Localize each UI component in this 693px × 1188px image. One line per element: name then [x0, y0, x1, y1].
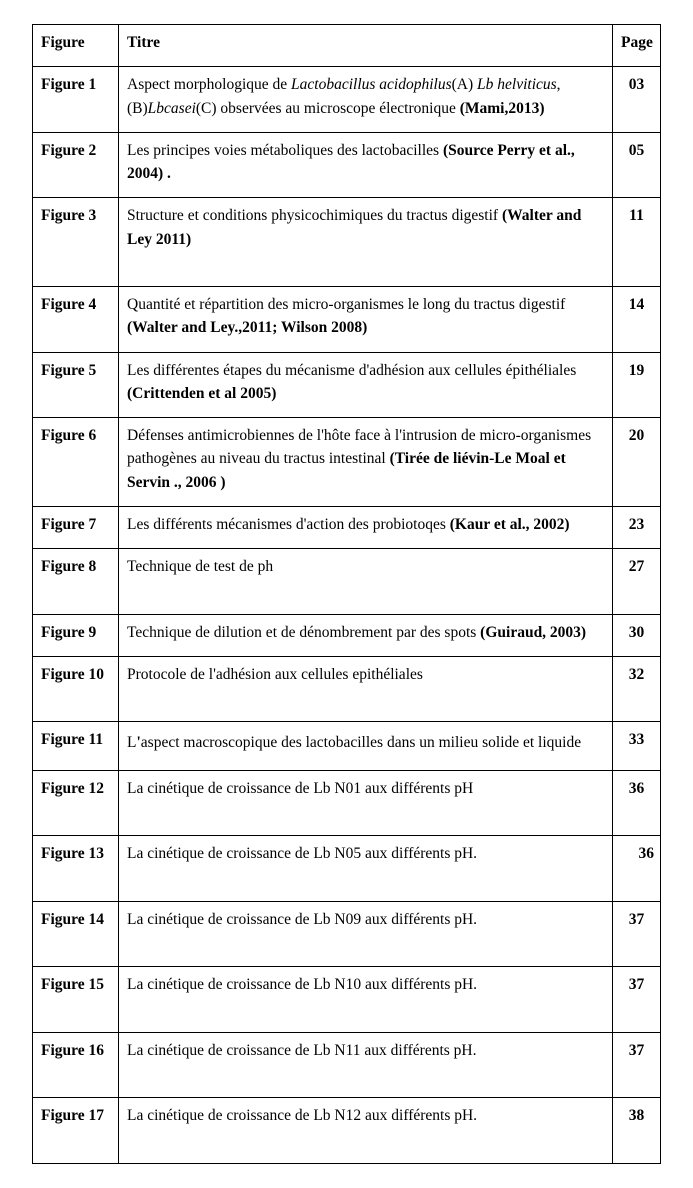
table-row: Figure 5 Les différentes étapes du mécan… [33, 352, 661, 418]
table-row: Figure 3 Structure et conditions physico… [33, 198, 661, 287]
title-text: Structure et conditions physicochimiques… [127, 207, 502, 224]
title-text: Les différents mécanismes d'action des p… [127, 516, 450, 533]
figure-number: Figure 15 [33, 967, 119, 1033]
figure-number: Figure 4 [33, 287, 119, 353]
table-row: Figure 4 Quantité et répartition des mic… [33, 287, 661, 353]
figure-number: Figure 11 [33, 722, 119, 770]
title-text: La cinétique de croissance de Lb N01 aux… [127, 780, 473, 797]
header-titre: Titre [119, 25, 613, 67]
title-text: La cinétique de croissance de Lb N10 aux… [127, 976, 477, 993]
figure-title: La cinétique de croissance de Lb N10 aux… [119, 967, 613, 1033]
title-text: Quantité et répartition des micro-organi… [127, 296, 565, 313]
title-italic: Lactobacillus acidophilus [291, 76, 452, 93]
figure-title: La cinétique de croissance de Lb N09 aux… [119, 901, 613, 967]
table-row: Figure 6 Défenses antimicrobiennes de l'… [33, 418, 661, 507]
title-text: Aspect morphologique de [127, 76, 291, 93]
figure-title: La cinétique de croissance de Lb N01 aux… [119, 770, 613, 836]
figure-title: Technique de dilution et de dénombrement… [119, 614, 613, 656]
title-text: La cinétique de croissance de Lb N12 aux… [127, 1107, 477, 1124]
table-row: Figure 8 Technique de test de ph 27 [33, 549, 661, 615]
title-text: La cinétique de croissance de Lb N11 aux… [127, 1042, 476, 1059]
figure-page: 19 [613, 352, 661, 418]
figure-title: Les différentes étapes du mécanisme d'ad… [119, 352, 613, 418]
title-ref: (Kaur et al., 2002) [450, 516, 570, 533]
figures-table: Figure Titre Page Figure 1 Aspect morpho… [32, 24, 661, 1164]
figure-number: Figure 12 [33, 770, 119, 836]
figure-title: La cinétique de croissance de Lb N11 aux… [119, 1032, 613, 1098]
table-row: Figure 15 La cinétique de croissance de … [33, 967, 661, 1033]
figure-page: 11 [613, 198, 661, 287]
figure-page: 23 [613, 506, 661, 548]
figure-title: Technique de test de ph [119, 549, 613, 615]
figure-page: 20 [613, 418, 661, 507]
table-row: Figure 1 Aspect morphologique de Lactoba… [33, 67, 661, 133]
figure-title: Quantité et répartition des micro-organi… [119, 287, 613, 353]
figure-page: 37 [613, 1032, 661, 1098]
table-row: Figure 13 La cinétique de croissance de … [33, 836, 661, 902]
table-row: Figure 11 L'aspect macroscopique des lac… [33, 722, 661, 770]
title-ref: (Mami,2013) [460, 100, 545, 117]
figure-number: Figure 9 [33, 614, 119, 656]
title-italic: Lbcasei [148, 100, 196, 117]
table-row: Figure 7 Les différents mécanismes d'act… [33, 506, 661, 548]
figure-number: Figure 16 [33, 1032, 119, 1098]
figure-title: La cinétique de croissance de Lb N12 aux… [119, 1098, 613, 1164]
title-text: aspect macroscopique des lactobacilles d… [141, 734, 581, 751]
title-text: La cinétique de croissance de Lb N05 aux… [127, 845, 477, 862]
figure-page: 36 [613, 836, 661, 902]
title-ref: (Walter and Ley.,2011; Wilson 2008) [127, 319, 367, 336]
title-text: (C) observées au microscope électronique [196, 100, 460, 117]
figure-page: 37 [613, 901, 661, 967]
figure-page: 05 [613, 132, 661, 198]
figure-number: Figure 2 [33, 132, 119, 198]
title-text: Les principes voies métaboliques des lac… [127, 142, 443, 159]
figure-title: Protocole de l'adhésion aux cellules epi… [119, 656, 613, 722]
figure-page: 30 [613, 614, 661, 656]
figure-page: 32 [613, 656, 661, 722]
figure-page: 03 [613, 67, 661, 133]
figure-title: Les principes voies métaboliques des lac… [119, 132, 613, 198]
figure-number: Figure 13 [33, 836, 119, 902]
figure-title: Structure et conditions physicochimiques… [119, 198, 613, 287]
figure-title: L'aspect macroscopique des lactobacilles… [119, 722, 613, 770]
figure-number: Figure 1 [33, 67, 119, 133]
figure-page: 14 [613, 287, 661, 353]
title-text: (A) [452, 76, 477, 93]
table-row: Figure 17 La cinétique de croissance de … [33, 1098, 661, 1164]
figure-page: 27 [613, 549, 661, 615]
title-text: La cinétique de croissance de Lb N09 aux… [127, 911, 477, 928]
title-text: Technique de dilution et de dénombrement… [127, 624, 480, 641]
title-text: Les différentes étapes du mécanisme d'ad… [127, 362, 576, 379]
figure-number: Figure 8 [33, 549, 119, 615]
header-figure: Figure [33, 25, 119, 67]
figure-title: Les différents mécanismes d'action des p… [119, 506, 613, 548]
table-row: Figure 12 La cinétique de croissance de … [33, 770, 661, 836]
figure-number: Figure 7 [33, 506, 119, 548]
title-text: Technique de test de ph [127, 558, 273, 575]
table-header-row: Figure Titre Page [33, 25, 661, 67]
figure-number: Figure 6 [33, 418, 119, 507]
table-row: Figure 14 La cinétique de croissance de … [33, 901, 661, 967]
table-row: Figure 10 Protocole de l'adhésion aux ce… [33, 656, 661, 722]
figure-title: Défenses antimicrobiennes de l'hôte face… [119, 418, 613, 507]
table-row: Figure 9 Technique de dilution et de dén… [33, 614, 661, 656]
title-italic: Lb helviticus [477, 76, 557, 93]
title-text: Protocole de l'adhésion aux cellules epi… [127, 666, 423, 683]
figure-page: 36 [613, 770, 661, 836]
title-ref: (Guiraud, 2003) [480, 624, 586, 641]
header-page: Page [613, 25, 661, 67]
figure-number: Figure 3 [33, 198, 119, 287]
figure-title: Aspect morphologique de Lactobacillus ac… [119, 67, 613, 133]
figure-title: La cinétique de croissance de Lb N05 aux… [119, 836, 613, 902]
figure-page: 37 [613, 967, 661, 1033]
figure-page: 38 [613, 1098, 661, 1164]
figure-number: Figure 14 [33, 901, 119, 967]
figure-number: Figure 5 [33, 352, 119, 418]
figure-page: 33 [613, 722, 661, 770]
table-row: Figure 16 La cinétique de croissance de … [33, 1032, 661, 1098]
table-row: Figure 2 Les principes voies métabolique… [33, 132, 661, 198]
title-ref: (Crittenden et al 2005) [127, 385, 276, 402]
figure-number: Figure 17 [33, 1098, 119, 1164]
figure-number: Figure 10 [33, 656, 119, 722]
